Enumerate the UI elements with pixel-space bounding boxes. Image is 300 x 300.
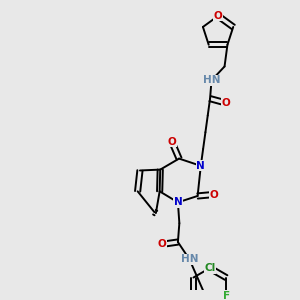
Text: O: O [222, 98, 230, 108]
Text: HN: HN [203, 75, 220, 85]
Text: N: N [173, 197, 182, 207]
Text: O: O [209, 190, 218, 200]
Text: O: O [167, 137, 176, 147]
Text: Cl: Cl [204, 263, 215, 273]
Text: F: F [223, 291, 230, 300]
Text: HN: HN [181, 254, 198, 264]
Text: N: N [196, 161, 205, 171]
Text: O: O [158, 239, 166, 249]
Text: O: O [214, 11, 223, 21]
